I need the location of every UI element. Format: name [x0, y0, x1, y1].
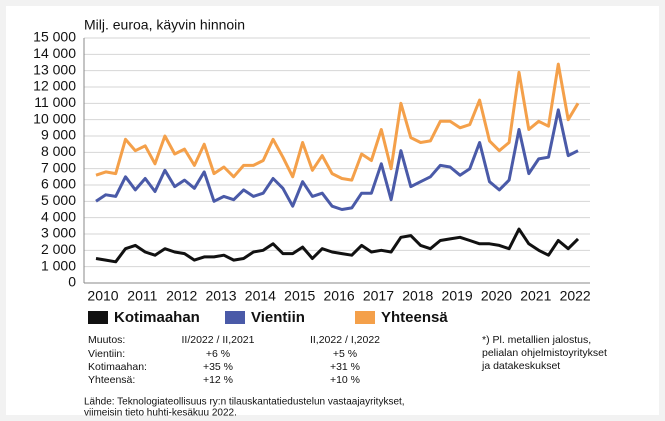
table-cell: +5 % [333, 348, 357, 360]
x-tick-label: 2012 [166, 288, 197, 304]
x-tick-label: 2015 [284, 288, 315, 304]
table-cell: +10 % [330, 374, 360, 386]
y-tick-label: 2 000 [41, 241, 76, 257]
series-line [95, 108, 579, 211]
x-tick-label: 2014 [245, 288, 276, 304]
table-cell: +6 % [206, 348, 230, 360]
table-cell: Vientiin: [88, 348, 125, 360]
legend-label: Kotimaahan [114, 309, 200, 326]
x-tick-label: 2021 [520, 288, 551, 304]
x-tick-label: 2020 [481, 288, 512, 304]
x-tick-label: 2010 [87, 288, 118, 304]
footnote: pelialan ohjelmistoyritykset [482, 347, 607, 359]
axis-unit: Milj. euroa, käyvin hinnoin [84, 17, 245, 33]
x-tick-label: 2018 [402, 288, 433, 304]
y-tick-label: 13 000 [33, 61, 76, 77]
table-cell: +12 % [203, 374, 233, 386]
source: viimeisin tieto huhti-kesäkuu 2022. [84, 408, 237, 419]
y-tick-label: 9 000 [41, 127, 76, 143]
table-cell: +35 % [203, 361, 233, 373]
source: Lähde: Teknologiateollisuus ry:n tilausk… [84, 397, 405, 408]
y-tick-label: 8 000 [41, 143, 76, 159]
y-tick-label: 12 000 [33, 78, 76, 94]
table-cell: Kotimaahan: [88, 361, 147, 373]
table-header: Muutos: [88, 334, 125, 346]
y-tick-label: 14 000 [33, 45, 76, 61]
legend-swatch [88, 311, 108, 324]
y-tick-label: 10 000 [33, 110, 76, 126]
y-tick-label: 5 000 [41, 192, 76, 208]
table-header: II,2022 / I,2022 [310, 334, 380, 346]
y-tick-label: 1 000 [41, 257, 76, 273]
legend-swatch [225, 311, 245, 324]
panel [6, 6, 659, 415]
table-cell: +31 % [330, 361, 360, 373]
x-tick-label: 2017 [363, 288, 394, 304]
legend-swatch [355, 311, 375, 324]
y-tick-label: 7 000 [41, 159, 76, 175]
y-tick-label: 11 000 [34, 94, 76, 110]
y-tick-label: 6 000 [41, 176, 76, 192]
legend-label: Vientiin [251, 309, 305, 326]
x-tick-label: 2013 [205, 288, 236, 304]
table-header: II/2022 / II,2021 [182, 334, 255, 346]
y-tick-label: 3 000 [41, 225, 76, 241]
legend-label: Yhteensä [381, 309, 448, 326]
series-line [95, 227, 580, 264]
y-tick-label: 4 000 [41, 208, 76, 224]
x-tick-label: 2022 [560, 288, 591, 304]
y-tick-label: 0 [68, 274, 76, 290]
x-tick-label: 2019 [442, 288, 473, 304]
x-tick-label: 2016 [324, 288, 355, 304]
y-tick-label: 15 000 [33, 29, 76, 45]
series-line [95, 62, 580, 182]
x-tick-label: 2011 [127, 288, 157, 304]
footnote: *) Pl. metallien jalostus, [482, 334, 591, 346]
table-cell: Yhteensä: [88, 374, 135, 386]
footnote: ja datakeskukset [481, 360, 560, 372]
